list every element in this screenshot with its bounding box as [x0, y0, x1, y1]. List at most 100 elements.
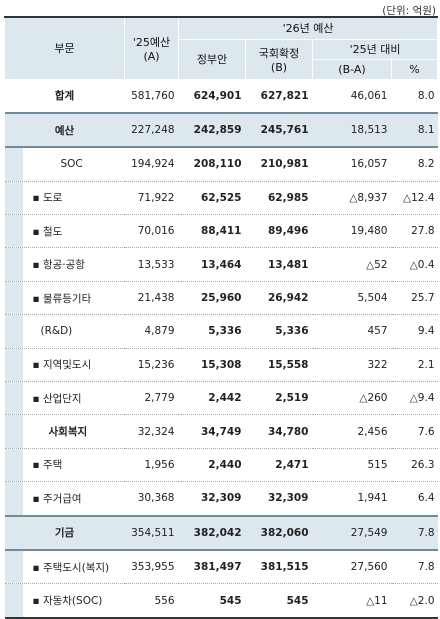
row-label: 예산	[4, 112, 125, 149]
header-2025-budget: '25예산 (A)	[124, 16, 179, 80]
row-label: 사회복지	[48, 426, 88, 439]
row-label-cell: ▪ 도로	[4, 181, 125, 216]
header-2025-budget-code: (A)	[143, 49, 160, 63]
cell-percent: △9.4	[391, 381, 438, 416]
cell-2025-budget: 2,779	[124, 381, 179, 416]
cell-national: 15,558	[245, 348, 313, 383]
cell-2025-budget: 15,236	[124, 348, 179, 383]
cell-2025-budget: 354,511	[124, 515, 179, 551]
cell-government: 2,440	[178, 448, 246, 483]
cell-government: 382,042	[178, 515, 246, 551]
cell-2025-budget: 227,248	[124, 112, 179, 149]
cell-government: 15,308	[178, 348, 246, 383]
cell-difference: 1,941	[312, 481, 392, 517]
table-row-road: ▪ 도로 71,922 62,525 62,985 △8,937 △12.4	[4, 181, 438, 216]
cell-2025-budget: 581,760	[124, 79, 179, 114]
header-percent: %	[390, 58, 439, 80]
row-label: ▪ 주거급여	[32, 492, 82, 505]
row-label-cell: ▪ 항공·공항	[4, 247, 125, 282]
row-label-cell: ▪ 산업단지	[4, 381, 125, 416]
cell-national: 89,496	[245, 214, 313, 249]
cell-difference: △52	[312, 247, 392, 282]
cell-government: 545	[178, 583, 246, 619]
row-label: ▪ 철도	[32, 225, 63, 238]
cell-percent: 8.1	[391, 112, 438, 149]
header-national-assembly-code: (B)	[270, 60, 288, 74]
table-row-fund: 기금 354,511 382,042 382,060 27,549 7.8	[4, 515, 438, 551]
table-header: 부문 '25예산 (A) '26년 예산 정부안 국회확정 (B) '25년 대…	[4, 16, 439, 80]
cell-percent: 6.4	[391, 481, 438, 517]
unit-note: (단위: 억원)	[382, 5, 436, 17]
row-label: 합계	[4, 79, 125, 114]
cell-government: 208,110	[178, 147, 246, 182]
cell-difference: 27,549	[312, 515, 392, 551]
cell-percent: 27.8	[391, 214, 438, 249]
cell-2025-budget: 194,924	[124, 147, 179, 182]
table-row-social-welfare: 사회복지 32,324 34,749 34,780 2,456 7.6	[4, 414, 438, 449]
cell-2025-budget: 13,533	[124, 247, 179, 282]
cell-government: 32,309	[178, 481, 246, 517]
cell-government: 5,336	[178, 314, 246, 349]
cell-government: 88,411	[178, 214, 246, 249]
cell-national: 210,981	[245, 147, 313, 182]
row-label-cell: ▪ 철도	[4, 214, 125, 249]
header-2026-budget: '26년 예산	[177, 16, 439, 40]
cell-government: 242,859	[178, 112, 246, 149]
cell-national: 13,481	[245, 247, 313, 282]
cell-percent: △0.4	[391, 247, 438, 282]
table-row-logistics: ▪ 물류등기타 21,438 25,960 26,942 5,504 25.7	[4, 281, 438, 316]
header-vs-2025: '25년 대비	[311, 38, 439, 60]
cell-percent: 8.0	[391, 79, 438, 114]
row-label-cell: ▪ 지역및도시	[4, 348, 125, 383]
header-national-assembly: 국회확정 (B)	[245, 38, 313, 80]
cell-national: 32,309	[245, 481, 313, 517]
row-label: SOC	[60, 158, 83, 171]
cell-2025-budget: 4,879	[124, 314, 179, 349]
table-row-aviation: ▪ 항공·공항 13,533 13,464 13,481 △52 △0.4	[4, 247, 438, 282]
cell-2025-budget: 353,955	[124, 549, 179, 585]
cell-difference: 2,456	[312, 414, 392, 449]
cell-percent: △12.4	[391, 181, 438, 216]
cell-difference: 515	[312, 448, 392, 483]
row-label: (R&D)	[40, 325, 73, 338]
row-label: ▪ 주택	[32, 459, 63, 472]
row-label: ▪ 주택도시(복지)	[32, 561, 110, 574]
cell-national: 245,761	[245, 112, 313, 149]
cell-difference: 457	[312, 314, 392, 349]
header-2025-budget-label: '25예산	[132, 35, 171, 49]
cell-percent: 7.6	[391, 414, 438, 449]
budget-table: 부문 '25예산 (A) '26년 예산 정부안 국회확정 (B) '25년 대…	[4, 16, 439, 619]
row-label-cell: ▪ 자동차(SOC)	[4, 583, 125, 619]
cell-national: 5,336	[245, 314, 313, 349]
cell-percent: 7.8	[391, 549, 438, 585]
cell-government: 25,960	[178, 281, 246, 316]
cell-government: 381,497	[178, 549, 246, 585]
row-label: 기금	[4, 515, 125, 551]
cell-2025-budget: 32,324	[124, 414, 179, 449]
cell-government: 624,901	[178, 79, 246, 114]
table-row-soc: SOC 194,924 208,110 210,981 16,057 8.2	[4, 147, 438, 182]
cell-percent: 2.1	[391, 348, 438, 383]
table-row-railway: ▪ 철도 70,016 88,411 89,496 19,480 27.8	[4, 214, 438, 249]
table-row-housing-benefit: ▪ 주거급여 30,368 32,309 32,309 1,941 6.4	[4, 481, 438, 517]
table-row-industrial-complex: ▪ 산업단지 2,779 2,442 2,519 △260 △9.4	[4, 381, 438, 416]
header-difference: (B-A)	[312, 58, 392, 80]
cell-national: 2,519	[245, 381, 313, 416]
cell-percent: 25.7	[391, 281, 438, 316]
cell-national: 381,515	[245, 549, 313, 585]
cell-2025-budget: 70,016	[124, 214, 179, 249]
cell-national: 34,780	[245, 414, 313, 449]
cell-percent: 26.3	[391, 448, 438, 483]
cell-percent: 8.2	[391, 147, 438, 182]
row-label: ▪ 항공·공항	[32, 259, 85, 272]
cell-national: 26,942	[245, 281, 313, 316]
cell-difference: 322	[312, 348, 392, 383]
cell-2025-budget: 71,922	[124, 181, 179, 216]
cell-national: 545	[245, 583, 313, 619]
cell-2025-budget: 556	[124, 583, 179, 619]
table-row-total: 합계 581,760 624,901 627,821 46,061 8.0	[4, 79, 438, 114]
cell-government: 62,525	[178, 181, 246, 216]
row-label: ▪ 산업단지	[32, 392, 82, 405]
table-row-housing-urban-fund: ▪ 주택도시(복지) 353,955 381,497 381,515 27,56…	[4, 549, 438, 585]
row-label-cell: ▪ 주거급여	[4, 481, 125, 517]
